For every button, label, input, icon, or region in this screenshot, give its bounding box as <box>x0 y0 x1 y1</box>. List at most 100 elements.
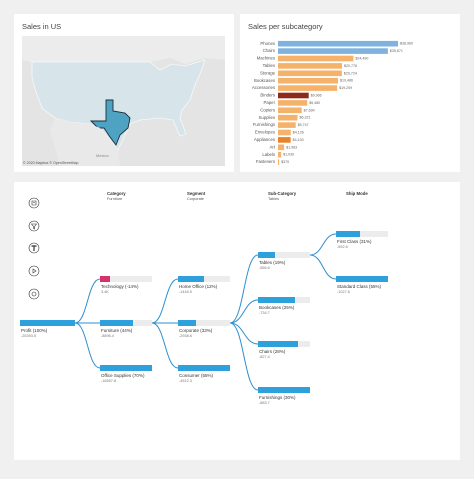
node-value: -2938.6 <box>179 334 192 338</box>
value-label: $19,486 <box>340 79 353 83</box>
category-label: Bookcases <box>254 78 275 83</box>
value-label: $24,490 <box>355 56 368 60</box>
category-label: Accessories <box>252 85 275 90</box>
bar <box>278 144 285 151</box>
category-label: Storage <box>260 70 276 75</box>
bar <box>278 48 388 54</box>
node-label: Chairs (28%) <box>259 349 286 354</box>
bar <box>278 114 298 121</box>
node-value: -827.4 <box>259 355 270 359</box>
bar <box>278 159 280 165</box>
level-selection: Corporate <box>187 197 204 201</box>
node-label: Technology (-14%) <box>101 284 139 289</box>
category-label: Supplies <box>259 115 275 120</box>
connector <box>151 322 179 369</box>
node-track <box>178 320 230 326</box>
level-name: Ship Mode <box>346 191 368 196</box>
map-title: Sales in US <box>22 22 61 31</box>
category-label: Tables <box>263 63 275 68</box>
value-label: $35,671 <box>390 49 403 53</box>
bar <box>278 77 339 84</box>
value-label: $20,778 <box>344 64 357 68</box>
value-label: $9,966 <box>311 93 322 97</box>
category-label: Binders <box>260 93 275 98</box>
category-label: Machines <box>257 56 275 61</box>
bar <box>278 100 308 106</box>
icon <box>31 200 37 206</box>
node-bar <box>258 297 295 303</box>
node-bar <box>336 231 360 237</box>
node-label: Bookcases (25%) <box>259 305 295 310</box>
node-label: Furnishings (30%) <box>259 395 296 400</box>
node-label: Consumer (55%) <box>179 373 214 378</box>
node-value: -8896.4 <box>101 334 114 338</box>
node-label: Home Office (12%) <box>179 284 218 289</box>
node-value: -25393.5 <box>21 334 36 338</box>
bar <box>278 40 398 47</box>
value-label: $5,747 <box>298 123 309 127</box>
node-bar <box>258 252 275 258</box>
connector <box>309 254 337 280</box>
node-label: First Class (31%) <box>337 239 372 244</box>
node-track <box>100 276 152 282</box>
node-label: Profit (100%) <box>21 328 48 333</box>
node-track <box>336 231 388 237</box>
node-value: -1445.5 <box>179 290 192 294</box>
category-label: Envelopes <box>255 130 275 135</box>
level-selection: Tables <box>268 197 279 201</box>
level-selection: Furniture <box>107 197 122 201</box>
node-value: -4512.3 <box>179 379 192 383</box>
icon <box>31 291 37 297</box>
category-label: Appliances <box>254 137 275 142</box>
value-label: $6,321 <box>299 116 310 120</box>
bar <box>278 70 342 77</box>
category-label: Fasteners <box>256 159 275 164</box>
node-bar <box>100 365 152 371</box>
icon <box>32 268 37 274</box>
category-label: Labels <box>262 152 275 157</box>
node-bar <box>178 365 230 371</box>
bar <box>278 151 282 158</box>
toolbar <box>28 197 40 300</box>
value-label: $1,030 <box>283 153 294 157</box>
icon <box>30 223 38 230</box>
value-label: $1,983 <box>286 145 297 149</box>
bar <box>278 92 309 99</box>
node-value: -556.6 <box>259 266 270 270</box>
category-label: Furnishings <box>253 122 275 127</box>
node-label: Tables (19%) <box>259 260 286 265</box>
bar <box>278 129 291 136</box>
bar <box>278 63 342 69</box>
node-value: 3.4K <box>101 290 109 294</box>
value-label: $7,690 <box>304 108 315 112</box>
node-bar <box>100 320 133 326</box>
node-bar <box>258 341 298 347</box>
category-label: Art <box>270 144 276 149</box>
node-label: Office Supplies (70%) <box>101 373 145 378</box>
node-label: Standard Class (55%) <box>337 284 382 289</box>
node-bar <box>178 276 204 282</box>
node-value: -734.7 <box>259 311 270 315</box>
bar <box>278 85 338 91</box>
attribution: © 2020 Mapbox © OpenStreetMap <box>23 161 78 165</box>
value-label: $20,724 <box>344 71 357 75</box>
icon <box>31 245 37 251</box>
connector <box>151 278 179 324</box>
connector <box>229 322 259 345</box>
connector <box>229 299 259 324</box>
value-label: $38,960 <box>400 42 413 46</box>
level-name: Category <box>107 191 126 196</box>
node-bar <box>20 320 75 326</box>
category-label: Chairs <box>263 48 275 53</box>
level-name: Sub-Category <box>268 191 297 196</box>
value-label: $4,126 <box>293 130 304 134</box>
node-value: -592.6 <box>337 245 348 249</box>
node-value: -883.7 <box>259 401 270 405</box>
value-label: $9,480 <box>309 101 320 105</box>
node-value: -1027.6 <box>337 290 350 294</box>
bar-chart: Phones $38,960 Chairs $35,671 Machines $24,49… <box>252 41 413 165</box>
map: Mexico © 2020 Mapbox © OpenStreetMap <box>22 36 225 166</box>
bar <box>278 122 296 128</box>
connector <box>229 322 259 391</box>
